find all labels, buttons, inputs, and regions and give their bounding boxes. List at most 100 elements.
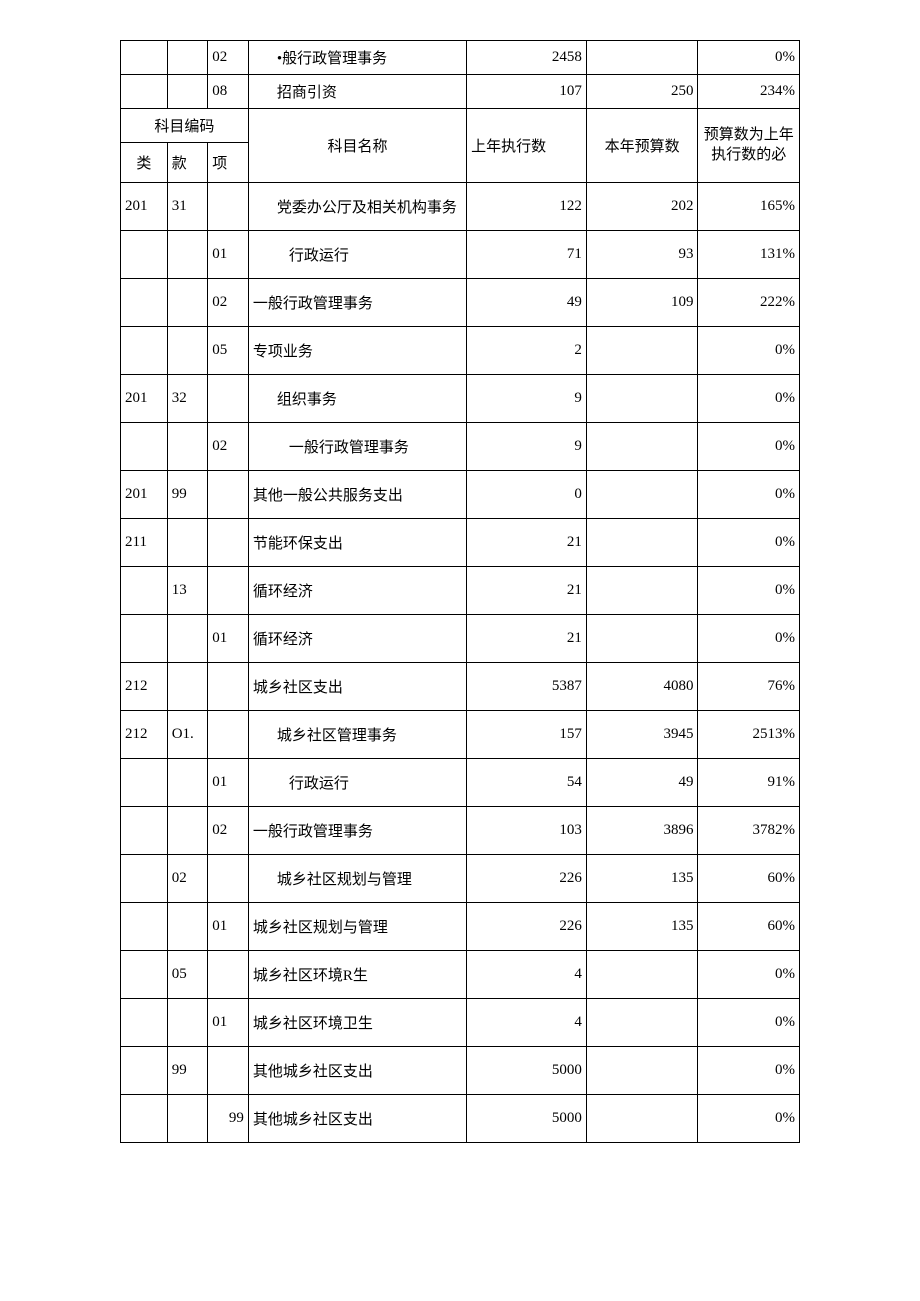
cell-xiang: 02 [208, 279, 249, 327]
cell-pct: 0% [698, 951, 800, 999]
budget-table: 02•般行政管理事务24580%08招商引资107250234%科目编码科目名称… [120, 40, 800, 1143]
cell-lei [121, 75, 168, 109]
cell-lei [121, 903, 168, 951]
table-row: 99其他城乡社区支出50000% [121, 1047, 800, 1095]
cell-name: 城乡社区规划与管理 [248, 855, 466, 903]
cell-prev: 5387 [467, 663, 587, 711]
cell-curr [586, 423, 698, 471]
cell-kuan: 31 [167, 183, 208, 231]
cell-xiang: 02 [208, 807, 249, 855]
cell-lei [121, 567, 168, 615]
cell-name: 城乡社区管理事务 [248, 711, 466, 759]
cell-name: 专项业务 [248, 327, 466, 375]
cell-xiang [208, 183, 249, 231]
table-row: 01循环经济210% [121, 615, 800, 663]
cell-name: 其他城乡社区支出 [248, 1047, 466, 1095]
cell-pct: 60% [698, 855, 800, 903]
cell-pct: 0% [698, 375, 800, 423]
cell-name: 一般行政管理事务 [248, 423, 466, 471]
table-row: 02一般行政管理事务90% [121, 423, 800, 471]
cell-pct: 0% [698, 567, 800, 615]
table-row: 02城乡社区规划与管理22613560% [121, 855, 800, 903]
cell-pct: 91% [698, 759, 800, 807]
cell-kuan [167, 615, 208, 663]
cell-pct: 165% [698, 183, 800, 231]
cell-name: 行政运行 [248, 759, 466, 807]
cell-pct: 2513% [698, 711, 800, 759]
cell-xiang: 01 [208, 999, 249, 1047]
cell-kuan: 99 [167, 1047, 208, 1095]
cell-pct: 0% [698, 423, 800, 471]
cell-xiang: 05 [208, 327, 249, 375]
cell-prev: 5000 [467, 1095, 587, 1143]
header-row-1: 科目编码科目名称上年执行数本年预算数预算数为上年执行数的必 [121, 109, 800, 143]
cell-xiang [208, 663, 249, 711]
table-row: 01行政运行7193131% [121, 231, 800, 279]
cell-curr: 250 [586, 75, 698, 109]
cell-lei: 201 [121, 471, 168, 519]
cell-pct: 0% [698, 41, 800, 75]
cell-curr [586, 375, 698, 423]
cell-prev: 21 [467, 615, 587, 663]
cell-xiang: 08 [208, 75, 249, 109]
cell-kuan: 05 [167, 951, 208, 999]
cell-xiang: 01 [208, 759, 249, 807]
cell-prev: 2 [467, 327, 587, 375]
cell-lei [121, 1047, 168, 1095]
cell-prev: 157 [467, 711, 587, 759]
table-row: 211节能环保支出210% [121, 519, 800, 567]
cell-pct: 0% [698, 327, 800, 375]
cell-kuan [167, 423, 208, 471]
cell-curr [586, 519, 698, 567]
cell-prev: 4 [467, 951, 587, 999]
cell-lei: 212 [121, 711, 168, 759]
cell-pct: 0% [698, 1047, 800, 1095]
cell-kuan: O1. [167, 711, 208, 759]
table-row: 01行政运行544991% [121, 759, 800, 807]
cell-name: 一般行政管理事务 [248, 279, 466, 327]
cell-xiang [208, 519, 249, 567]
cell-curr [586, 999, 698, 1047]
cell-lei [121, 1095, 168, 1143]
table-row: 08招商引资107250234% [121, 75, 800, 109]
cell-name: 循环经济 [248, 615, 466, 663]
cell-name: 城乡社区支出 [248, 663, 466, 711]
cell-lei: 211 [121, 519, 168, 567]
cell-pct: 0% [698, 519, 800, 567]
cell-name: 其他一般公共服务支出 [248, 471, 466, 519]
cell-pct: 222% [698, 279, 800, 327]
header-code-group: 科目编码 [121, 109, 249, 143]
cell-lei [121, 807, 168, 855]
cell-xiang: 02 [208, 41, 249, 75]
cell-prev: 71 [467, 231, 587, 279]
cell-kuan [167, 75, 208, 109]
cell-kuan [167, 327, 208, 375]
table-row: 05 城乡社区环境R生4 0% [121, 951, 800, 999]
table-row: 02•般行政管理事务24580% [121, 41, 800, 75]
cell-name: 城乡社区环境R生 [248, 951, 466, 999]
table-row: 01城乡社区环境卫生40% [121, 999, 800, 1047]
cell-curr [586, 615, 698, 663]
cell-lei [121, 327, 168, 375]
cell-curr [586, 327, 698, 375]
header-xiang: 项 [208, 143, 249, 183]
cell-kuan [167, 41, 208, 75]
header-name: 科目名称 [248, 109, 466, 183]
cell-kuan [167, 1095, 208, 1143]
table-row: 13循环经济210% [121, 567, 800, 615]
cell-xiang [208, 855, 249, 903]
cell-prev: 54 [467, 759, 587, 807]
cell-xiang [208, 375, 249, 423]
cell-lei: 201 [121, 183, 168, 231]
cell-prev: 226 [467, 903, 587, 951]
cell-prev: 226 [467, 855, 587, 903]
cell-lei [121, 759, 168, 807]
table-row: 212城乡社区支出5387408076% [121, 663, 800, 711]
cell-kuan [167, 759, 208, 807]
cell-curr [586, 1047, 698, 1095]
cell-name: 招商引资 [248, 75, 466, 109]
cell-kuan: 32 [167, 375, 208, 423]
cell-xiang [208, 711, 249, 759]
cell-kuan [167, 663, 208, 711]
cell-prev: 107 [467, 75, 587, 109]
